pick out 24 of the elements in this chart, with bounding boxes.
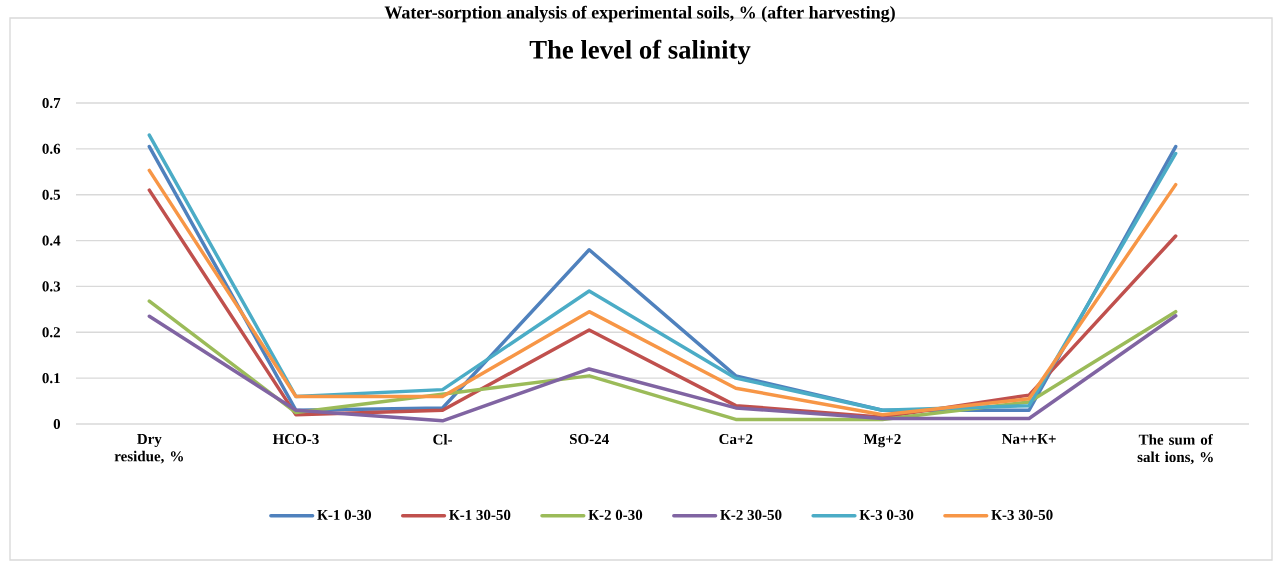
y-tick-label: 0.3 [42, 281, 61, 292]
legend-label: К-1 0-30 [317, 509, 372, 520]
x-tick-label: The sum of salt ions, % [1137, 434, 1213, 465]
x-tick-label: Na++К+ [1001, 434, 1056, 445]
y-tick-label: 0.4 [42, 235, 61, 246]
legend-label: К-3 0-30 [859, 509, 914, 520]
x-tick-label: HCO-3 [272, 434, 319, 445]
x-tick-label: SO-24 [569, 434, 609, 445]
legend-label: К-1 30-50 [449, 509, 511, 520]
chart-title: The level of salinity [529, 39, 751, 65]
x-tick-label: Cl- [433, 434, 453, 445]
y-tick-label: 0.6 [42, 143, 61, 154]
x-tick-label: Dry residue, % [114, 434, 183, 464]
y-tick-label: 0.2 [42, 327, 60, 338]
x-tick-label: Mg+2 [863, 434, 901, 448]
y-tick-label: 0 [53, 418, 61, 430]
legend-label: К-2 0-30 [588, 509, 643, 520]
x-tick-label: Ca+2 [719, 434, 753, 445]
text: Water-sorption analysis of experimental soils, % (after harvesting) [384, 5, 895, 23]
y-tick-label: 0.7 [42, 97, 61, 109]
y-tick-label: 0.1 [42, 373, 60, 384]
legend-label: К-3 30-50 [991, 509, 1053, 520]
y-tick-label: 0.5 [42, 189, 61, 200]
legend-label: К-2 30-50 [720, 509, 782, 520]
